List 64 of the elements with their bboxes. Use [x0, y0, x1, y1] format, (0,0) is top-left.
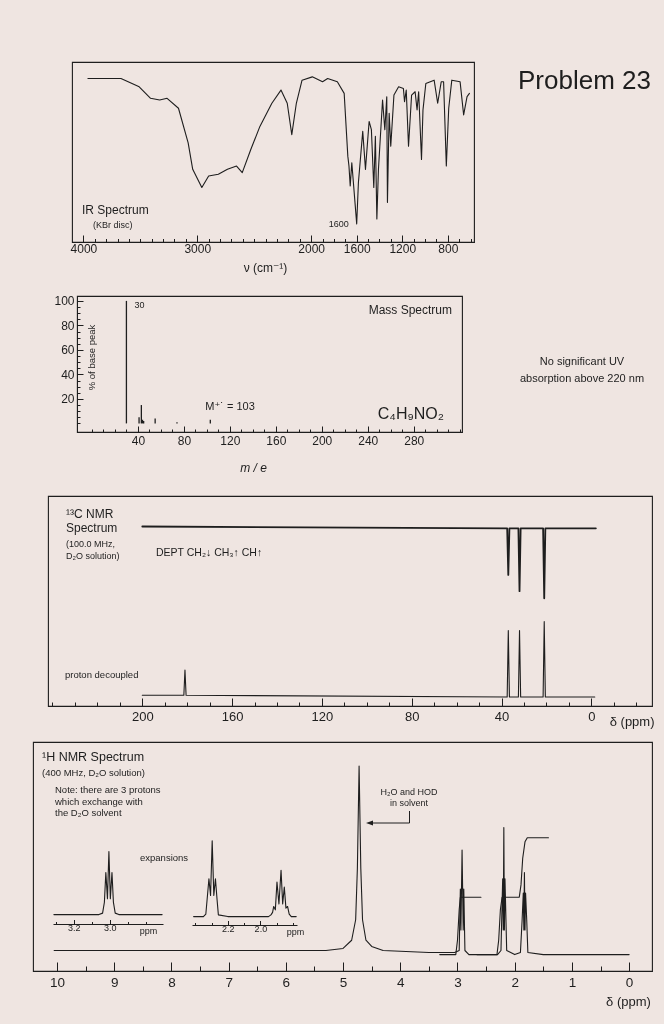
x-tick-label: 1200: [389, 242, 417, 256]
x-tick-label: 2000: [298, 242, 326, 256]
annotation: (100.0 MHz, D₂O solution): [66, 538, 120, 561]
x-tick-label: 120: [220, 433, 241, 448]
text: Problem 23: [518, 65, 651, 95]
x-tick-label: 4000: [70, 242, 98, 256]
x-tick-label: 6: [282, 974, 291, 990]
x-axis-title: ppm: [286, 926, 305, 937]
x-tick-label: 5: [339, 974, 348, 990]
x-tick-label: 7: [225, 974, 233, 990]
y-tick-label: 100: [54, 294, 75, 309]
y-tick-label: 60: [61, 343, 75, 358]
x-tick-label: 280: [404, 433, 425, 448]
x-tick-label: 0: [625, 974, 634, 990]
annotation: expansions: [140, 852, 189, 863]
annotation: Note: there are 3 protons which exchange with the D₂O solvent: [54, 784, 161, 819]
x-tick-label: 240: [358, 433, 379, 448]
text: ¹H NMR Spectrum: [42, 750, 145, 764]
x-axis-title: δ (ppm): [606, 993, 651, 1009]
x-tick-label: 160: [266, 433, 287, 448]
x-tick-label: 10: [50, 974, 66, 990]
x-tick-label: 160: [221, 708, 244, 724]
x-tick-label: 40: [131, 433, 146, 448]
x-tick-label: 200: [312, 433, 333, 448]
x-axis-title: ν (cm⁻¹): [243, 260, 288, 275]
x-tick-label: 3.0: [104, 922, 117, 933]
x-tick-label: 40: [494, 708, 510, 724]
annotation: M⁺˙ = 103: [205, 399, 255, 412]
x-tick-label: 3.2: [67, 922, 81, 933]
text: No significant UV absorption above 220 nm: [519, 355, 645, 385]
x-axis-title: ppm: [139, 925, 158, 936]
x-tick-label: 3000: [184, 242, 212, 256]
x-tick-label: 2.2: [222, 923, 235, 934]
annotation: ¹³C NMR Spectrum: [66, 506, 118, 535]
y-axis-title: % of base peak: [85, 324, 97, 391]
annotation: IR Spectrum: [82, 203, 149, 217]
x-tick-label: 0: [588, 708, 596, 724]
y-tick-label: 40: [61, 367, 75, 382]
x-tick-label: 8: [168, 974, 176, 990]
x-tick-label: 2.0: [254, 923, 268, 934]
y-tick-label: 20: [61, 392, 75, 407]
x-tick-label: 80: [177, 433, 192, 448]
annotation: 1600: [328, 218, 349, 229]
annotation: H₂O and HOD in solvent: [380, 786, 439, 808]
y-tick-label: 80: [61, 318, 75, 333]
x-tick-label: 1: [568, 974, 577, 990]
x-tick-label: 800: [438, 242, 459, 256]
annotation: proton decoupled: [65, 669, 139, 680]
x-tick-label: 3: [454, 974, 462, 990]
x-tick-label: 2: [511, 974, 519, 990]
x-axis-title: δ (ppm): [609, 713, 655, 729]
x-axis-title: m / e: [240, 460, 268, 475]
x-tick-label: 80: [405, 708, 420, 724]
x-tick-label: 9: [110, 974, 119, 990]
annotation: C₄H₉NO₂: [377, 405, 444, 422]
annotation: 30: [134, 299, 145, 310]
annotation: Mass Spectrum: [368, 303, 452, 317]
annotation: (KBr disc): [93, 220, 133, 230]
annotation: DEPT CH₂↓ CH₃↑ CH↑: [156, 546, 263, 558]
x-tick-label: 120: [311, 708, 334, 724]
annotation: (400 MHz, D₂O solution): [42, 767, 145, 778]
x-tick-label: 1600: [343, 242, 371, 256]
x-tick-label: 200: [131, 708, 154, 724]
x-tick-label: 4: [397, 974, 406, 990]
